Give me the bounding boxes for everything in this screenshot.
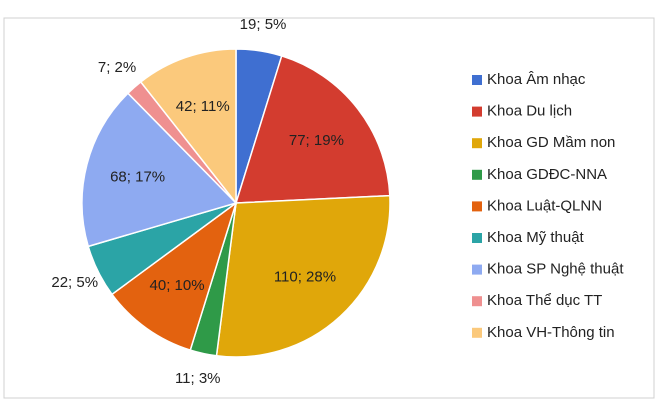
data-label: 7; 2% (98, 59, 136, 76)
pie-slice (139, 48, 237, 206)
legend-label: Khoa Âm nhạc (487, 71, 586, 88)
legend-label: Khoa Thể dục TT (487, 292, 602, 309)
pie-slice (110, 201, 238, 351)
legend-label: Khoa VH-Thông tin (487, 324, 615, 341)
legend-swatch (472, 327, 482, 338)
legend-swatch (472, 264, 482, 275)
legend-swatch (472, 138, 482, 149)
pie-slice (215, 194, 391, 358)
data-label: 11; 3% (175, 370, 221, 387)
legend-swatch (472, 106, 482, 117)
legend-label: Khoa GD Mầm non (487, 134, 615, 151)
legend-swatch (472, 75, 482, 85)
data-label: 22; 5% (51, 274, 98, 291)
legend-label: Khoa Du lịch (487, 103, 572, 120)
data-label: 77; 19% (289, 132, 344, 149)
legend-label: Khoa Luật-QLNN (487, 197, 602, 214)
legend-label: Khoa SP Nghệ thuật (487, 261, 624, 278)
data-label: 110; 28% (274, 269, 336, 286)
data-label: 19; 5% (240, 16, 287, 33)
pie-slice (234, 55, 391, 204)
legend-label: Khoa GDĐC-NNA (487, 166, 607, 183)
data-label: 40; 10% (150, 277, 205, 294)
legend-swatch (472, 296, 482, 307)
data-label: 68; 17% (110, 168, 165, 185)
legend-swatch (472, 201, 482, 212)
legend-swatch (472, 169, 482, 180)
data-label: 42; 11% (176, 98, 230, 115)
legend-swatch (472, 233, 482, 243)
pie-slice (81, 92, 238, 248)
legend-label: Khoa Mỹ thuật (487, 229, 585, 246)
